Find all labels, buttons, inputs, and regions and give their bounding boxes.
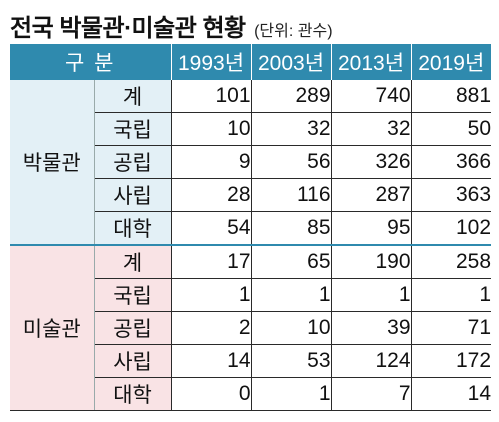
- cell-value: 28: [170, 178, 252, 212]
- cell-value: 85: [250, 211, 332, 246]
- row-label: 계: [94, 245, 172, 279]
- cell-value: 326: [330, 145, 412, 179]
- cell-value: 71: [410, 311, 492, 345]
- table-row: 사립 14 53 124 172: [10, 344, 492, 378]
- table-row: 미술관 계 17 65 190 258: [10, 245, 492, 411]
- cell-value: 0: [170, 377, 252, 411]
- cell-value: 50: [410, 112, 492, 146]
- column-header: 1993년: [171, 44, 252, 80]
- cell-value: 116: [250, 178, 332, 212]
- row-label: 사립: [94, 344, 172, 378]
- table-row: 대학 54 85 95 102: [10, 211, 492, 246]
- table-row: 사립 28 116 287 363: [10, 178, 492, 212]
- table-row: 국립 10 32 32 50: [10, 112, 492, 146]
- column-header: 2019년: [411, 44, 492, 80]
- cell-value: 258: [410, 245, 492, 279]
- table-row: 박물관 계 101 289 740 881: [10, 80, 492, 246]
- cell-value: 95: [330, 211, 412, 246]
- column-header: 2003년: [251, 44, 332, 80]
- cell-value: 14: [170, 344, 252, 378]
- cell-value: 1: [410, 278, 492, 312]
- cell-value: 1: [250, 377, 332, 411]
- cell-value: 9: [170, 145, 252, 179]
- cell-value: 190: [330, 245, 412, 279]
- cell-value: 65: [250, 245, 332, 279]
- cell-value: 1: [250, 278, 332, 312]
- cell-value: 39: [330, 311, 412, 345]
- cell-value: 1: [170, 278, 252, 312]
- row-label: 공립: [94, 311, 172, 345]
- cell-value: 10: [250, 311, 332, 345]
- table-row: 대학 0 1 7 14: [10, 377, 492, 411]
- cell-value: 54: [170, 211, 252, 246]
- group-label: 미술관: [10, 245, 95, 411]
- row-label: 국립: [94, 112, 172, 146]
- cell-value: 1: [330, 278, 412, 312]
- cell-value: 289: [250, 80, 332, 113]
- cell-value: 102: [410, 211, 492, 246]
- cell-value: 363: [410, 178, 492, 212]
- row-label: 계: [94, 80, 172, 113]
- cell-value: 740: [330, 80, 412, 113]
- cell-value: 14: [410, 377, 492, 411]
- cell-value: 287: [330, 178, 412, 212]
- header-row: 구 분 1993년 2003년 2013년 2019년: [10, 44, 492, 80]
- cell-value: 366: [410, 145, 492, 179]
- table-row: 공립 9 56 326 366: [10, 145, 492, 179]
- cell-value: 32: [250, 112, 332, 146]
- row-label: 사립: [94, 178, 172, 212]
- row-label: 대학: [94, 211, 172, 246]
- cell-value: 56: [250, 145, 332, 179]
- cell-value: 32: [330, 112, 412, 146]
- table-row: 공립 2 10 39 71: [10, 311, 492, 345]
- cell-value: 7: [330, 377, 412, 411]
- cell-value: 124: [330, 344, 412, 378]
- table-row: 국립 1 1 1 1: [10, 278, 492, 312]
- cell-value: 17: [170, 245, 252, 279]
- cell-value: 881: [410, 80, 492, 113]
- page-title: 전국 박물관·미술관 현황: [10, 15, 246, 42]
- row-label: 공립: [94, 145, 172, 179]
- row-label: 대학: [94, 377, 172, 411]
- column-header: 2013년: [331, 44, 412, 80]
- cell-value: 2: [170, 311, 252, 345]
- cell-value: 101: [170, 80, 252, 113]
- row-label: 국립: [94, 278, 172, 312]
- unit-label: (단위: 관수): [254, 23, 333, 40]
- stats-table: 구 분 1993년 2003년 2013년 2019년 박물관 계 101 28…: [10, 44, 492, 411]
- corner-header: 구 분: [10, 44, 172, 80]
- cell-value: 53: [250, 344, 332, 378]
- title-row: 전국 박물관·미술관 현황 (단위: 관수): [10, 8, 333, 42]
- cell-value: 172: [410, 344, 492, 378]
- cell-value: 10: [170, 112, 252, 146]
- group-label: 박물관: [10, 80, 95, 246]
